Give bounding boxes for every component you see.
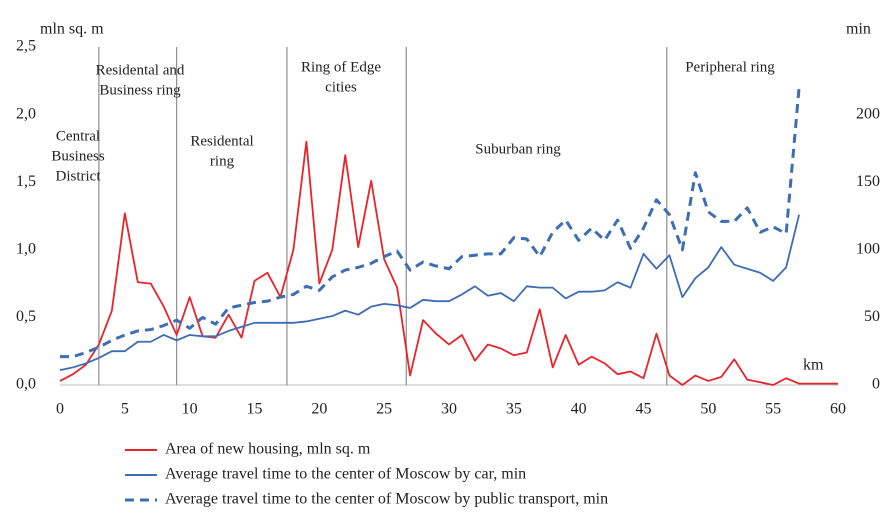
x-tick-label: 55	[765, 401, 781, 418]
x-tick-label: 10	[182, 401, 198, 418]
legend-label: Average travel time to the center of Mos…	[165, 466, 526, 483]
x-tick-label: 30	[441, 401, 457, 418]
y2-tick-label: 50	[864, 308, 880, 325]
zone-label: Business	[51, 148, 105, 164]
zone-label: Ring of Edge	[301, 59, 381, 75]
x-tick-label: 20	[311, 401, 327, 418]
zone-label: Central	[56, 128, 100, 144]
y2-tick-label: 200	[856, 105, 880, 122]
zone-label: ring	[210, 153, 235, 169]
y2-axis-label: min	[846, 21, 871, 38]
y-axis-label: mln sq. m	[40, 21, 104, 38]
x-axis-label: km	[803, 357, 824, 374]
y-tick-label: 1,0	[16, 240, 36, 257]
zone-label: Residental and	[96, 62, 185, 78]
y2-tick-label: 100	[856, 240, 880, 257]
y-tick-label: 2,0	[16, 105, 36, 122]
x-tick-label: 60	[830, 401, 846, 418]
zone-label: Business ring	[99, 82, 181, 98]
series-line	[59, 140, 838, 386]
series-line	[59, 214, 800, 372]
x-tick-label: 0	[56, 401, 64, 418]
y-tick-label: 2,5	[16, 38, 36, 55]
x-tick-label: 40	[571, 401, 587, 418]
legend-label: Average travel time to the center of Mos…	[165, 491, 608, 508]
x-tick-label: 45	[636, 401, 652, 418]
zone-label: Suburban ring	[475, 141, 561, 157]
x-tick-label: 5	[121, 401, 129, 418]
x-tick-label: 50	[700, 401, 716, 418]
y-tick-label: 0,0	[16, 376, 36, 393]
x-tick-label: 35	[506, 401, 522, 418]
y-tick-label: 1,5	[16, 173, 36, 190]
zone-label: Peripheral ring	[685, 59, 775, 75]
y-tick-label: 0,5	[16, 308, 36, 325]
series-line	[60, 87, 801, 359]
y2-tick-label: 0	[872, 376, 880, 393]
x-tick-label: 25	[376, 401, 392, 418]
zone-label: cities	[325, 79, 357, 95]
legend-label: Area of new housing, mln sq. m	[165, 441, 371, 458]
x-tick-label: 15	[247, 401, 263, 418]
y2-tick-label: 150	[856, 173, 880, 190]
zone-label: District	[56, 168, 102, 184]
zone-label: Residental	[190, 133, 253, 149]
